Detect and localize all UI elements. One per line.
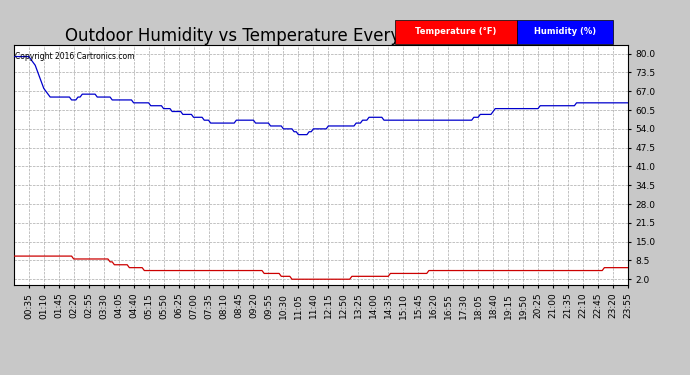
Title: Outdoor Humidity vs Temperature Every 5 Minutes 20160112: Outdoor Humidity vs Temperature Every 5 … bbox=[65, 27, 577, 45]
Text: Humidity (%): Humidity (%) bbox=[533, 27, 595, 36]
Text: Copyright 2016 Cartronics.com: Copyright 2016 Cartronics.com bbox=[15, 52, 135, 61]
FancyBboxPatch shape bbox=[395, 20, 518, 44]
Text: Temperature (°F): Temperature (°F) bbox=[415, 27, 497, 36]
FancyBboxPatch shape bbox=[518, 20, 613, 44]
